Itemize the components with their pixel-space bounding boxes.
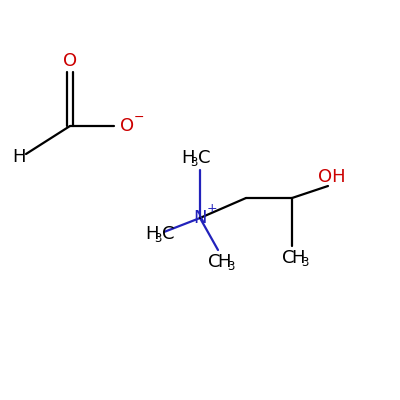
Text: C: C (198, 149, 210, 167)
Text: 3: 3 (154, 232, 162, 244)
Text: OH: OH (318, 168, 346, 186)
Text: H: H (217, 253, 231, 271)
Text: H: H (12, 148, 26, 166)
Text: +: + (207, 202, 217, 215)
Text: O: O (63, 52, 77, 70)
Text: −: − (134, 111, 144, 124)
Text: H: H (181, 149, 195, 167)
Text: N: N (193, 209, 207, 227)
Text: C: C (162, 225, 174, 243)
Text: C: C (208, 253, 220, 271)
Text: C: C (282, 249, 294, 267)
Text: H: H (145, 225, 159, 243)
Text: 3: 3 (301, 256, 308, 268)
Text: H: H (291, 249, 305, 267)
Text: 3: 3 (227, 260, 234, 272)
Text: O: O (120, 117, 134, 135)
Text: 3: 3 (190, 156, 198, 168)
